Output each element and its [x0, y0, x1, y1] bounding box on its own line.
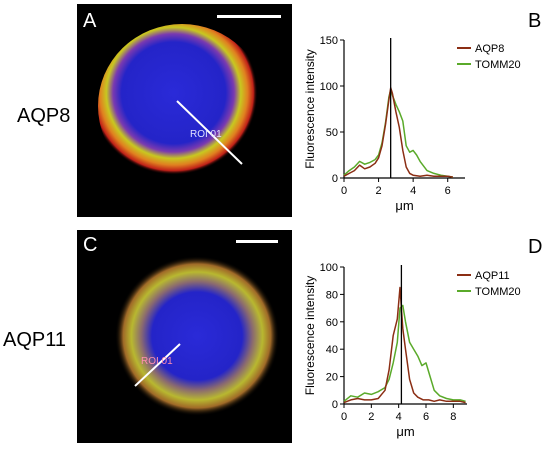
y-tick-label: 80	[326, 289, 338, 301]
legend-label-tomm20: TOMM20	[475, 59, 521, 71]
row-label-aqp8: AQP8	[17, 105, 71, 127]
chart-d: 0 20 40 60 80 100 0 2 4 6 8 μm Fluorescence intensit…	[303, 262, 521, 439]
x-tick-label: 0	[341, 185, 347, 197]
panel-letter-d: D	[528, 236, 543, 258]
y-tick-label: 150	[320, 35, 338, 47]
y-tick-label: 100	[320, 81, 338, 93]
x-tick-label: 6	[445, 185, 451, 197]
roi-label-c: ROI 01	[141, 356, 173, 367]
micrograph-c-image	[115, 240, 279, 416]
y-tick-label: 60	[326, 317, 338, 329]
x-tick-label: 8	[450, 411, 456, 423]
legend-label-aqp8: AQP8	[475, 43, 504, 55]
y-tick-label: 50	[326, 127, 338, 139]
y-axis-label: Fluorescence intensity	[303, 49, 317, 168]
y-tick-label: 100	[320, 262, 338, 274]
series-line-tomm20	[343, 88, 454, 178]
legend-label-aqp11: AQP11	[475, 270, 510, 282]
y-tick-label: 20	[326, 372, 338, 384]
x-axis-label: μm	[396, 424, 414, 439]
roi-label-a: ROI 01	[190, 129, 222, 140]
row-label-aqp11: AQP11	[3, 329, 66, 351]
x-tick-label: 2	[368, 411, 374, 423]
x-tick-label: 4	[410, 185, 416, 197]
micrograph-c: C ROI 01	[77, 230, 292, 443]
y-tick-label: 0	[332, 173, 338, 185]
x-axis-label: μm	[395, 198, 413, 213]
micrograph-a: A ROI 01	[77, 4, 292, 217]
micrograph-a-image	[98, 15, 281, 188]
x-tick-label: 4	[396, 411, 402, 423]
series-line-aqp8	[343, 87, 454, 178]
series-line-tomm20	[343, 304, 466, 403]
y-axis-label: Fluorescence intensity	[303, 276, 317, 395]
panel-letter-b: B	[528, 10, 542, 32]
panel-letter-c: C	[83, 234, 98, 256]
legend-label-tomm20: TOMM20	[475, 286, 521, 298]
y-tick-label: 0	[332, 399, 338, 411]
series-line-aqp11	[343, 286, 466, 404]
x-tick-label: 0	[341, 411, 347, 423]
chart-b: 0 50 100 150 0 2 4 6 μm Fluorescence intensity AQP…	[303, 35, 521, 213]
panel-letter-a: A	[83, 10, 97, 32]
x-tick-label: 2	[376, 185, 382, 197]
x-tick-label: 6	[423, 411, 429, 423]
y-tick-label: 40	[326, 344, 338, 356]
